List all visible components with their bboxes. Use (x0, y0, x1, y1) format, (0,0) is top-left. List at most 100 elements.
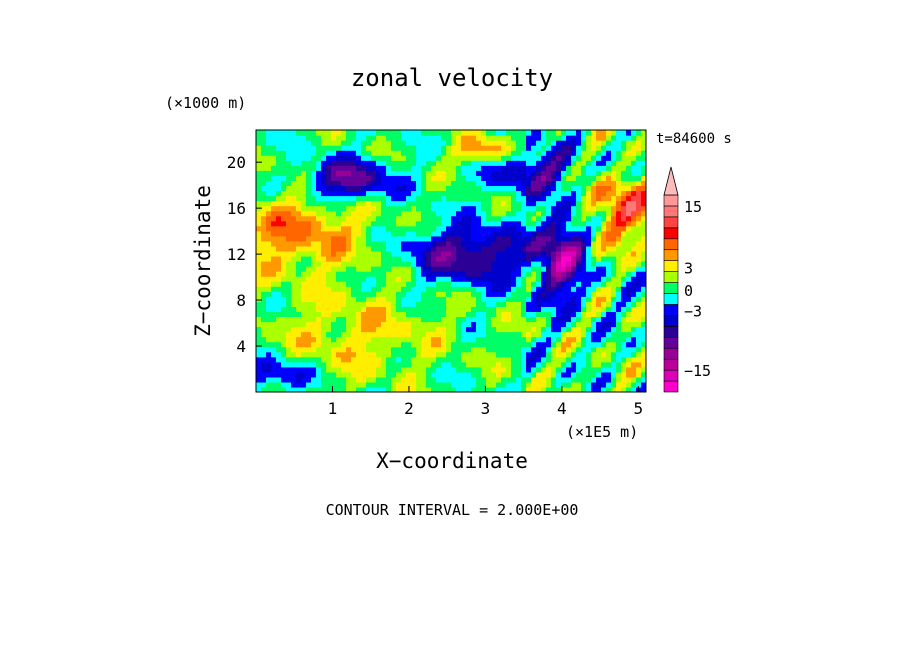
field-cell (331, 155, 337, 161)
field-cell (321, 331, 327, 338)
field-cell (406, 376, 412, 383)
field-cell (466, 296, 472, 302)
field-cell (601, 306, 607, 312)
field-cell (626, 255, 632, 262)
field-cell (631, 276, 637, 282)
field-cell (521, 225, 527, 232)
field-cell (336, 155, 342, 161)
field-cell (636, 145, 642, 151)
field-cell (506, 165, 512, 171)
field-cell (261, 271, 267, 277)
field-cell (346, 225, 352, 232)
field-cell (266, 291, 272, 297)
field-cell (381, 190, 387, 197)
field-cell (566, 376, 572, 383)
field-cell (461, 235, 467, 242)
field-cell (271, 326, 277, 333)
field-cell (386, 240, 392, 247)
field-cell (376, 381, 382, 388)
field-cell (366, 180, 372, 187)
field-cell (571, 210, 577, 217)
field-cell (546, 336, 552, 343)
field-cell (326, 250, 332, 257)
field-cell (456, 346, 462, 353)
field-cell (321, 225, 327, 232)
field-cell (291, 185, 297, 192)
field-cell (536, 255, 542, 262)
field-cell (271, 321, 277, 328)
field-cell (431, 346, 437, 353)
field-cell (361, 200, 367, 207)
field-cell (396, 145, 402, 151)
field-cell (446, 150, 452, 156)
field-cell (616, 180, 622, 187)
field-cell (406, 311, 412, 318)
field-cell (381, 200, 387, 207)
field-cell (601, 235, 607, 242)
field-cell (311, 271, 317, 277)
field-cell (296, 281, 302, 287)
field-cell (471, 341, 477, 348)
field-cell (261, 296, 267, 302)
field-cell (631, 200, 637, 207)
field-cell (576, 145, 582, 151)
field-cell (486, 145, 492, 151)
field-cell (281, 306, 287, 312)
field-cell (566, 255, 572, 262)
field-cell (456, 160, 462, 166)
field-cell (376, 255, 382, 262)
field-cell (571, 130, 577, 136)
field-cell (631, 261, 637, 267)
field-cell (546, 331, 552, 338)
field-cell (461, 210, 467, 217)
field-cell (556, 326, 562, 333)
field-cell (471, 386, 477, 392)
field-cell (261, 336, 267, 343)
field-cell (606, 281, 612, 287)
field-cell (486, 321, 492, 328)
field-cell (281, 230, 287, 237)
field-cell (626, 155, 632, 161)
field-cell (596, 225, 602, 232)
field-cell (526, 316, 532, 323)
field-cell (361, 190, 367, 197)
field-cell (321, 145, 327, 151)
field-cell (311, 195, 317, 202)
field-cell (426, 185, 432, 192)
field-cell (501, 245, 507, 252)
field-cell (451, 185, 457, 192)
field-cell (511, 286, 517, 292)
field-cell (516, 130, 522, 136)
field-cell (351, 215, 357, 222)
field-cell (436, 306, 442, 312)
field-cell (586, 235, 592, 242)
field-cell (351, 306, 357, 312)
field-cell (626, 276, 632, 282)
field-cell (271, 185, 277, 192)
field-cell (321, 175, 327, 181)
field-cell (286, 336, 292, 343)
field-cell (371, 205, 377, 212)
field-cell (321, 371, 327, 378)
field-cell (436, 346, 442, 353)
field-cell (501, 311, 507, 318)
field-cell (411, 286, 417, 292)
field-cell (316, 341, 322, 348)
field-cell (551, 250, 557, 257)
field-cell (471, 346, 477, 353)
field-cell (441, 321, 447, 328)
field-cell (576, 376, 582, 383)
field-cell (541, 296, 547, 302)
field-cell (426, 130, 432, 136)
field-cell (581, 351, 587, 358)
field-cell (401, 215, 407, 222)
field-cell (476, 311, 482, 318)
field-cell (561, 225, 567, 232)
field-cell (556, 210, 562, 217)
field-cell (421, 276, 427, 282)
field-cell (606, 130, 612, 136)
field-cell (591, 250, 597, 257)
field-cell (451, 301, 457, 307)
field-cell (496, 155, 502, 161)
field-cell (371, 316, 377, 323)
